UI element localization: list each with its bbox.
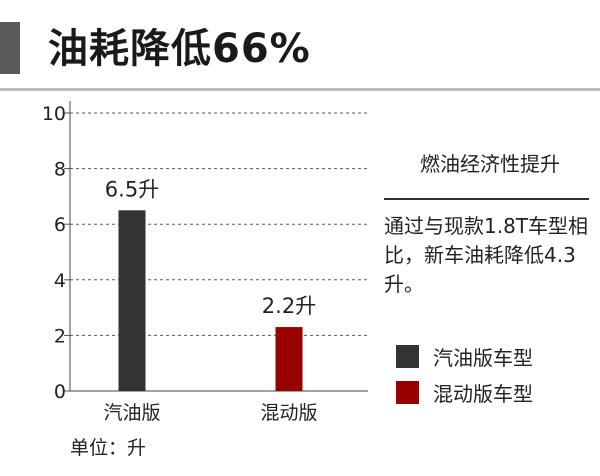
legend: 汽油版车型 混动版车型 (396, 340, 533, 412)
legend-swatch (396, 381, 419, 404)
header: 油耗降低66% (0, 0, 600, 91)
unit-label: 单位：升 (70, 437, 147, 459)
side-divider (384, 198, 589, 200)
bar-1 (118, 210, 146, 391)
legend-label: 汽油版车型 (433, 346, 533, 370)
y-tick-label: 6 (54, 214, 66, 236)
side-heading: 燃油经济性提升 (420, 152, 560, 176)
bar-data-label: 2.2升 (262, 294, 316, 318)
legend-label: 混动版车型 (433, 382, 533, 406)
header-accent-block (0, 22, 20, 74)
legend-swatch (396, 345, 419, 368)
y-tick-label: 4 (54, 270, 66, 292)
y-tick-label: 10 (42, 103, 66, 125)
legend-item-gasoline: 汽油版车型 (396, 340, 533, 373)
side-description: 通过与现款1.8T车型相比，新车油耗降低4.3升。 (384, 214, 589, 296)
y-tick-label: 0 (54, 381, 66, 403)
x-category-label: 混动版 (260, 402, 317, 424)
legend-item-hybrid: 混动版车型 (396, 376, 533, 409)
bar-data-label: 6.5升 (105, 177, 159, 201)
header-divider (0, 88, 600, 91)
bar-2 (275, 327, 303, 391)
page-title: 油耗降低66% (48, 26, 311, 72)
y-tick-label: 2 (54, 325, 66, 347)
x-category-label: 汽油版 (103, 402, 160, 424)
y-tick-label: 8 (54, 159, 66, 181)
